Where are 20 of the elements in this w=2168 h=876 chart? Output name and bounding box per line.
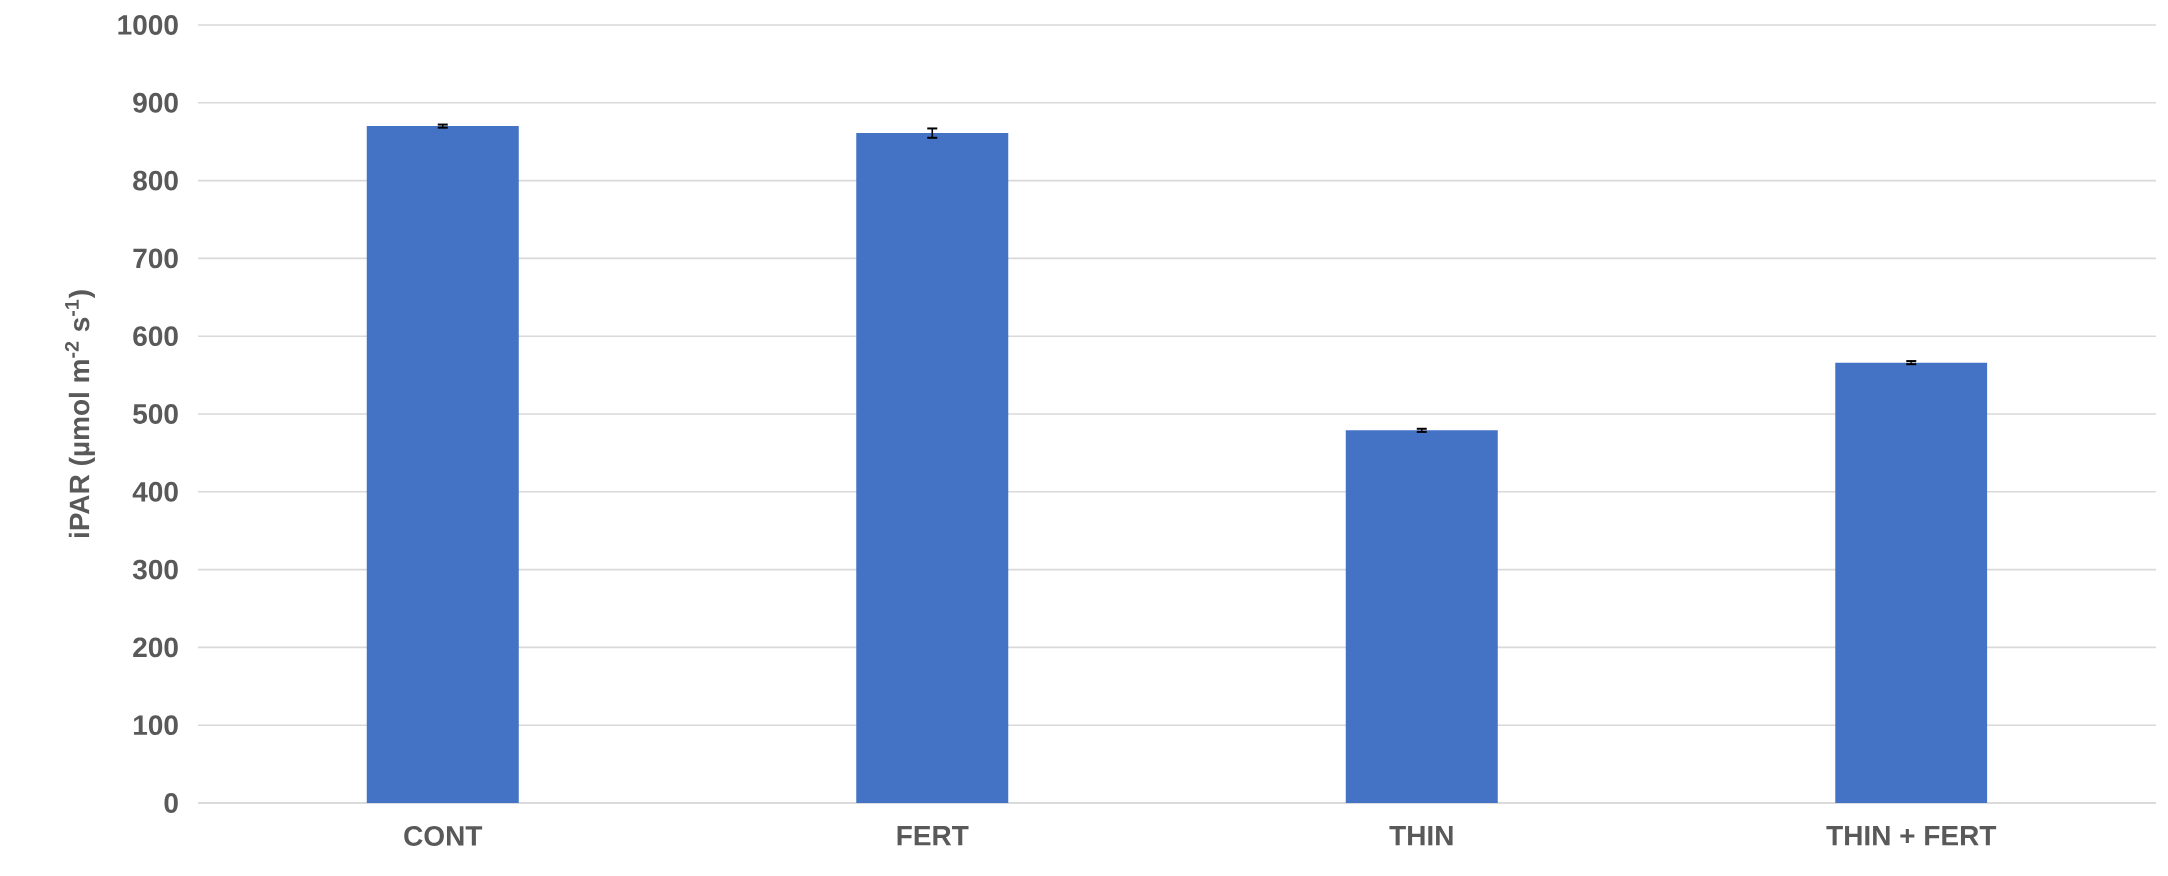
y-axis-title: iPAR (µmol m$^{-2}$ s$^{-1}$)	[64, 290, 95, 538]
y-tick-label: 1000	[118, 15, 178, 35]
y-tick-label: 200	[133, 637, 178, 658]
y-tick-label: 900	[133, 92, 178, 113]
y-tick-label: 700	[133, 248, 178, 269]
y-tick-label: 500	[133, 404, 178, 424]
x-tick-label: THIN	[1389, 826, 1453, 846]
bar	[366, 126, 519, 803]
y-tick-label: 600	[133, 326, 178, 347]
y-tick-label: 400	[132, 481, 178, 502]
bar	[1345, 430, 1498, 803]
x-tick-label: FERT	[897, 826, 969, 846]
y-tick-label: 100	[133, 715, 178, 736]
x-tick-label: THIN + FERT	[1826, 826, 1997, 846]
bar	[856, 133, 1009, 803]
y-tick-label: 0	[164, 793, 178, 813]
bar	[1835, 362, 1988, 803]
y-tick-label: 300	[132, 559, 178, 580]
x-tick-label: CONT	[404, 826, 483, 846]
y-tick-label: 800	[133, 170, 178, 191]
